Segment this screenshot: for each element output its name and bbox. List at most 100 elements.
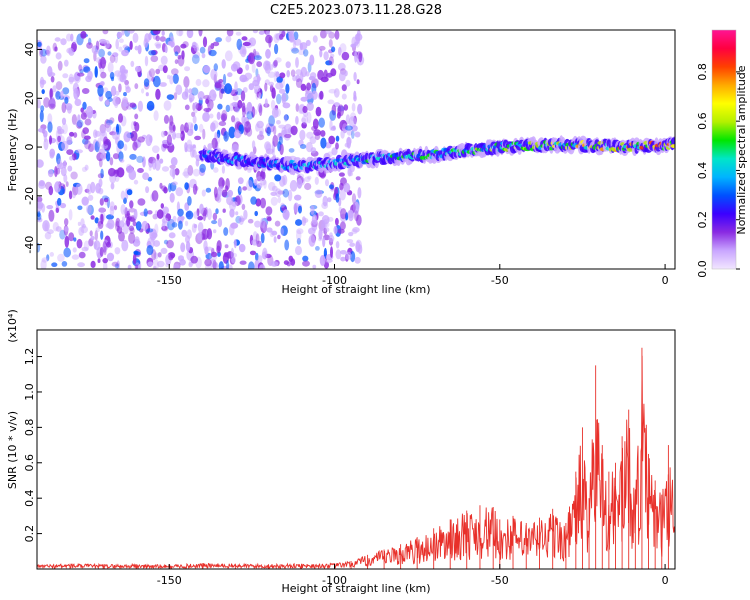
- noise-speckle: [227, 72, 233, 78]
- noise-speckle: [137, 100, 143, 112]
- noise-speckle: [185, 210, 194, 220]
- noise-speckle: [266, 227, 273, 233]
- noise-speckle: [109, 117, 115, 124]
- noise-speckle: [177, 208, 184, 217]
- noise-speckle: [328, 135, 336, 145]
- noise-speckle: [67, 105, 72, 114]
- noise-speckle: [134, 264, 139, 269]
- noise-speckle: [42, 220, 50, 232]
- noise-speckle: [273, 236, 277, 243]
- noise-speckle: [132, 141, 138, 151]
- noise-speckle: [99, 38, 107, 44]
- noise-speckle: [97, 137, 102, 148]
- noise-speckle: [127, 30, 135, 34]
- figure-title: C2E5.2023.073.11.28.G28: [270, 3, 442, 18]
- noise-speckle: [346, 129, 353, 136]
- noise-speckle: [64, 59, 69, 67]
- noise-speckle: [161, 30, 165, 36]
- noise-speckle: [118, 113, 123, 123]
- noise-speckle: [306, 82, 312, 91]
- noise-speckle: [343, 182, 351, 193]
- noise-speckle: [123, 131, 131, 143]
- noise-speckle: [65, 181, 69, 188]
- snr-plot-area: [37, 330, 675, 569]
- noise-speckle: [260, 232, 265, 244]
- noise-speckle: [150, 55, 159, 63]
- noise-speckle: [312, 118, 319, 130]
- noise-speckle: [148, 165, 152, 171]
- noise-speckle: [169, 115, 174, 126]
- noise-speckle: [161, 166, 170, 172]
- noise-speckle: [102, 195, 109, 200]
- noise-speckle: [314, 176, 319, 185]
- noise-speckle: [295, 78, 303, 88]
- noise-speckle: [109, 205, 115, 216]
- noise-speckle: [121, 68, 126, 81]
- noise-speckle: [251, 140, 256, 150]
- noise-speckle: [102, 30, 109, 35]
- noise-speckle: [105, 122, 112, 133]
- noise-speckle: [303, 49, 309, 57]
- noise-speckle: [144, 55, 149, 67]
- noise-speckle: [338, 172, 345, 177]
- signal-blob: [670, 137, 675, 146]
- noise-speckle: [264, 82, 268, 92]
- noise-speckle: [318, 117, 326, 128]
- noise-speckle: [87, 70, 93, 81]
- noise-speckle: [308, 234, 316, 247]
- noise-speckle: [240, 90, 246, 102]
- noise-speckle: [295, 115, 299, 125]
- noise-speckle: [222, 73, 227, 86]
- noise-speckle: [121, 49, 129, 57]
- noise-speckle: [90, 260, 96, 268]
- noise-speckle: [184, 142, 188, 151]
- noise-speckle: [338, 46, 342, 56]
- noise-speckle: [114, 70, 122, 77]
- noise-speckle: [77, 205, 83, 211]
- noise-speckle: [142, 172, 150, 180]
- noise-speckle: [127, 264, 132, 269]
- noise-speckle: [221, 165, 225, 174]
- noise-speckle: [271, 87, 276, 99]
- noise-speckle: [212, 41, 220, 47]
- noise-speckle: [122, 44, 129, 49]
- noise-speckle: [81, 246, 89, 252]
- noise-speckle: [237, 177, 244, 185]
- noise-speckle: [102, 241, 107, 253]
- noise-speckle: [118, 231, 125, 242]
- noise-speckle: [124, 84, 130, 90]
- noise-speckle: [211, 220, 218, 225]
- noise-speckle: [84, 118, 92, 126]
- noise-speckle: [341, 121, 347, 129]
- noise-speckle: [340, 250, 347, 255]
- noise-speckle: [295, 103, 299, 112]
- noise-speckle: [114, 90, 120, 96]
- noise-speckle: [341, 51, 350, 61]
- noise-speckle: [355, 239, 362, 251]
- noise-speckle: [86, 105, 94, 118]
- noise-speckle: [295, 57, 299, 68]
- noise-speckle: [47, 229, 54, 235]
- noise-speckle: [113, 205, 118, 211]
- noise-speckle: [299, 129, 306, 141]
- noise-speckle: [225, 104, 231, 113]
- noise-speckle: [63, 160, 67, 169]
- noise-speckle: [167, 41, 174, 46]
- noise-speckle: [141, 220, 149, 231]
- noise-speckle: [304, 90, 313, 100]
- noise-speckle: [255, 123, 260, 132]
- noise-speckle: [335, 241, 340, 249]
- noise-speckle: [152, 266, 157, 269]
- noise-speckle: [196, 208, 200, 217]
- noise-speckle: [254, 220, 261, 228]
- noise-speckle: [241, 203, 246, 210]
- y-tick-label: 1.0: [23, 383, 36, 401]
- noise-speckle: [344, 70, 348, 77]
- spectrogram-frame: [36, 29, 676, 270]
- noise-speckle: [135, 65, 142, 73]
- noise-speckle: [202, 128, 206, 140]
- noise-speckle: [293, 202, 300, 213]
- noise-speckle: [54, 46, 58, 52]
- noise-speckle: [232, 61, 241, 70]
